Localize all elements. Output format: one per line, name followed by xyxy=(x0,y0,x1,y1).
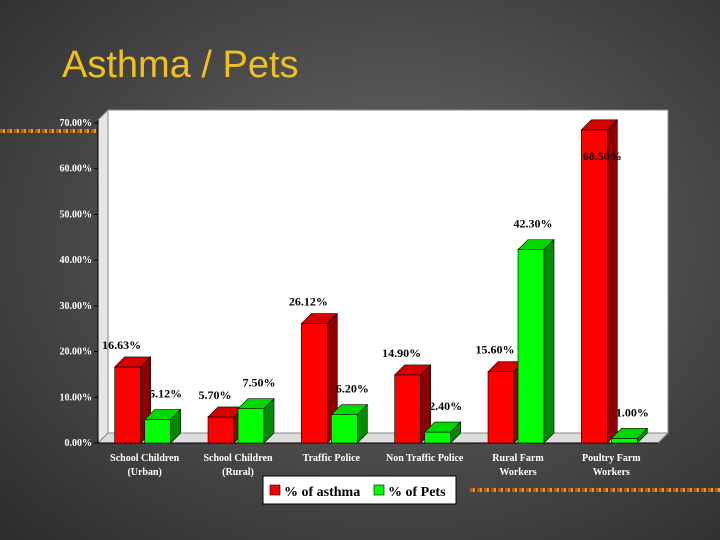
legend-box xyxy=(262,475,457,505)
data-label: 1.00% xyxy=(616,405,649,419)
y-tick-label: 10.00% xyxy=(60,392,93,403)
bar-asthma xyxy=(301,323,328,444)
x-category-label: Traffic Police xyxy=(303,453,361,464)
bar-pets xyxy=(611,438,638,444)
bar-side-face xyxy=(357,403,368,444)
bar-asthma xyxy=(114,366,141,444)
y-tick-label: 0.00% xyxy=(65,438,93,449)
bar-pets xyxy=(144,419,171,444)
x-category-label: Poultry Farm xyxy=(582,453,641,464)
data-label: 15.60% xyxy=(476,343,515,357)
plot-side-wall xyxy=(97,108,109,445)
y-tick-label: 20.00% xyxy=(60,347,93,358)
bar-side-face xyxy=(607,119,618,444)
x-category-label: Rural Farm xyxy=(492,453,544,464)
bar-asthma xyxy=(581,129,608,444)
data-label: 42.30% xyxy=(514,217,553,231)
x-category-label: Non Traffic Police xyxy=(386,453,464,464)
data-label: 7.50% xyxy=(243,376,276,390)
data-label: 26.12% xyxy=(289,295,328,309)
bar-asthma xyxy=(207,416,235,444)
bar-side-face xyxy=(170,408,181,444)
bar-pets xyxy=(331,414,358,444)
y-tick-label: 30.00% xyxy=(60,301,93,312)
legend-label: % of Pets xyxy=(388,485,446,500)
data-label: 16.63% xyxy=(102,338,141,352)
bar-pets xyxy=(237,408,265,444)
bar-asthma xyxy=(487,371,515,444)
data-label: 68.50% xyxy=(583,149,622,163)
bar-side-face xyxy=(263,397,275,444)
data-label: 2.40% xyxy=(429,399,462,413)
y-tick-label: 50.00% xyxy=(60,209,93,220)
x-category-label: (Urban) xyxy=(127,467,161,478)
legend-label: % of asthma xyxy=(284,485,360,500)
plot-back-wall xyxy=(107,109,669,434)
bar-side-face xyxy=(543,238,555,444)
data-label: 6.20% xyxy=(336,382,369,396)
data-label: 5.12% xyxy=(149,387,182,401)
x-category-label: Workers xyxy=(499,467,536,478)
legend-swatch xyxy=(269,484,281,496)
y-tick-label: 70.00% xyxy=(60,118,93,129)
legend-swatch xyxy=(373,484,385,496)
x-category-label: (Rural) xyxy=(222,467,254,478)
y-tick-label: 40.00% xyxy=(60,255,93,266)
bar-pets xyxy=(517,249,545,444)
y-tick-label: 60.00% xyxy=(60,164,93,175)
bar-side-face xyxy=(637,427,648,444)
data-label: 14.90% xyxy=(382,346,421,360)
bar-asthma xyxy=(394,374,421,444)
slide-title: Asthma / Pets xyxy=(62,44,299,86)
x-category-label: School Children xyxy=(110,453,179,464)
x-category-label: Workers xyxy=(593,467,630,478)
bar-side-face xyxy=(450,421,461,444)
x-category-label: School Children xyxy=(204,453,273,464)
data-label: 5.70% xyxy=(199,388,232,402)
bar-pets xyxy=(424,431,451,444)
decorative-rule-bottom xyxy=(470,488,720,492)
